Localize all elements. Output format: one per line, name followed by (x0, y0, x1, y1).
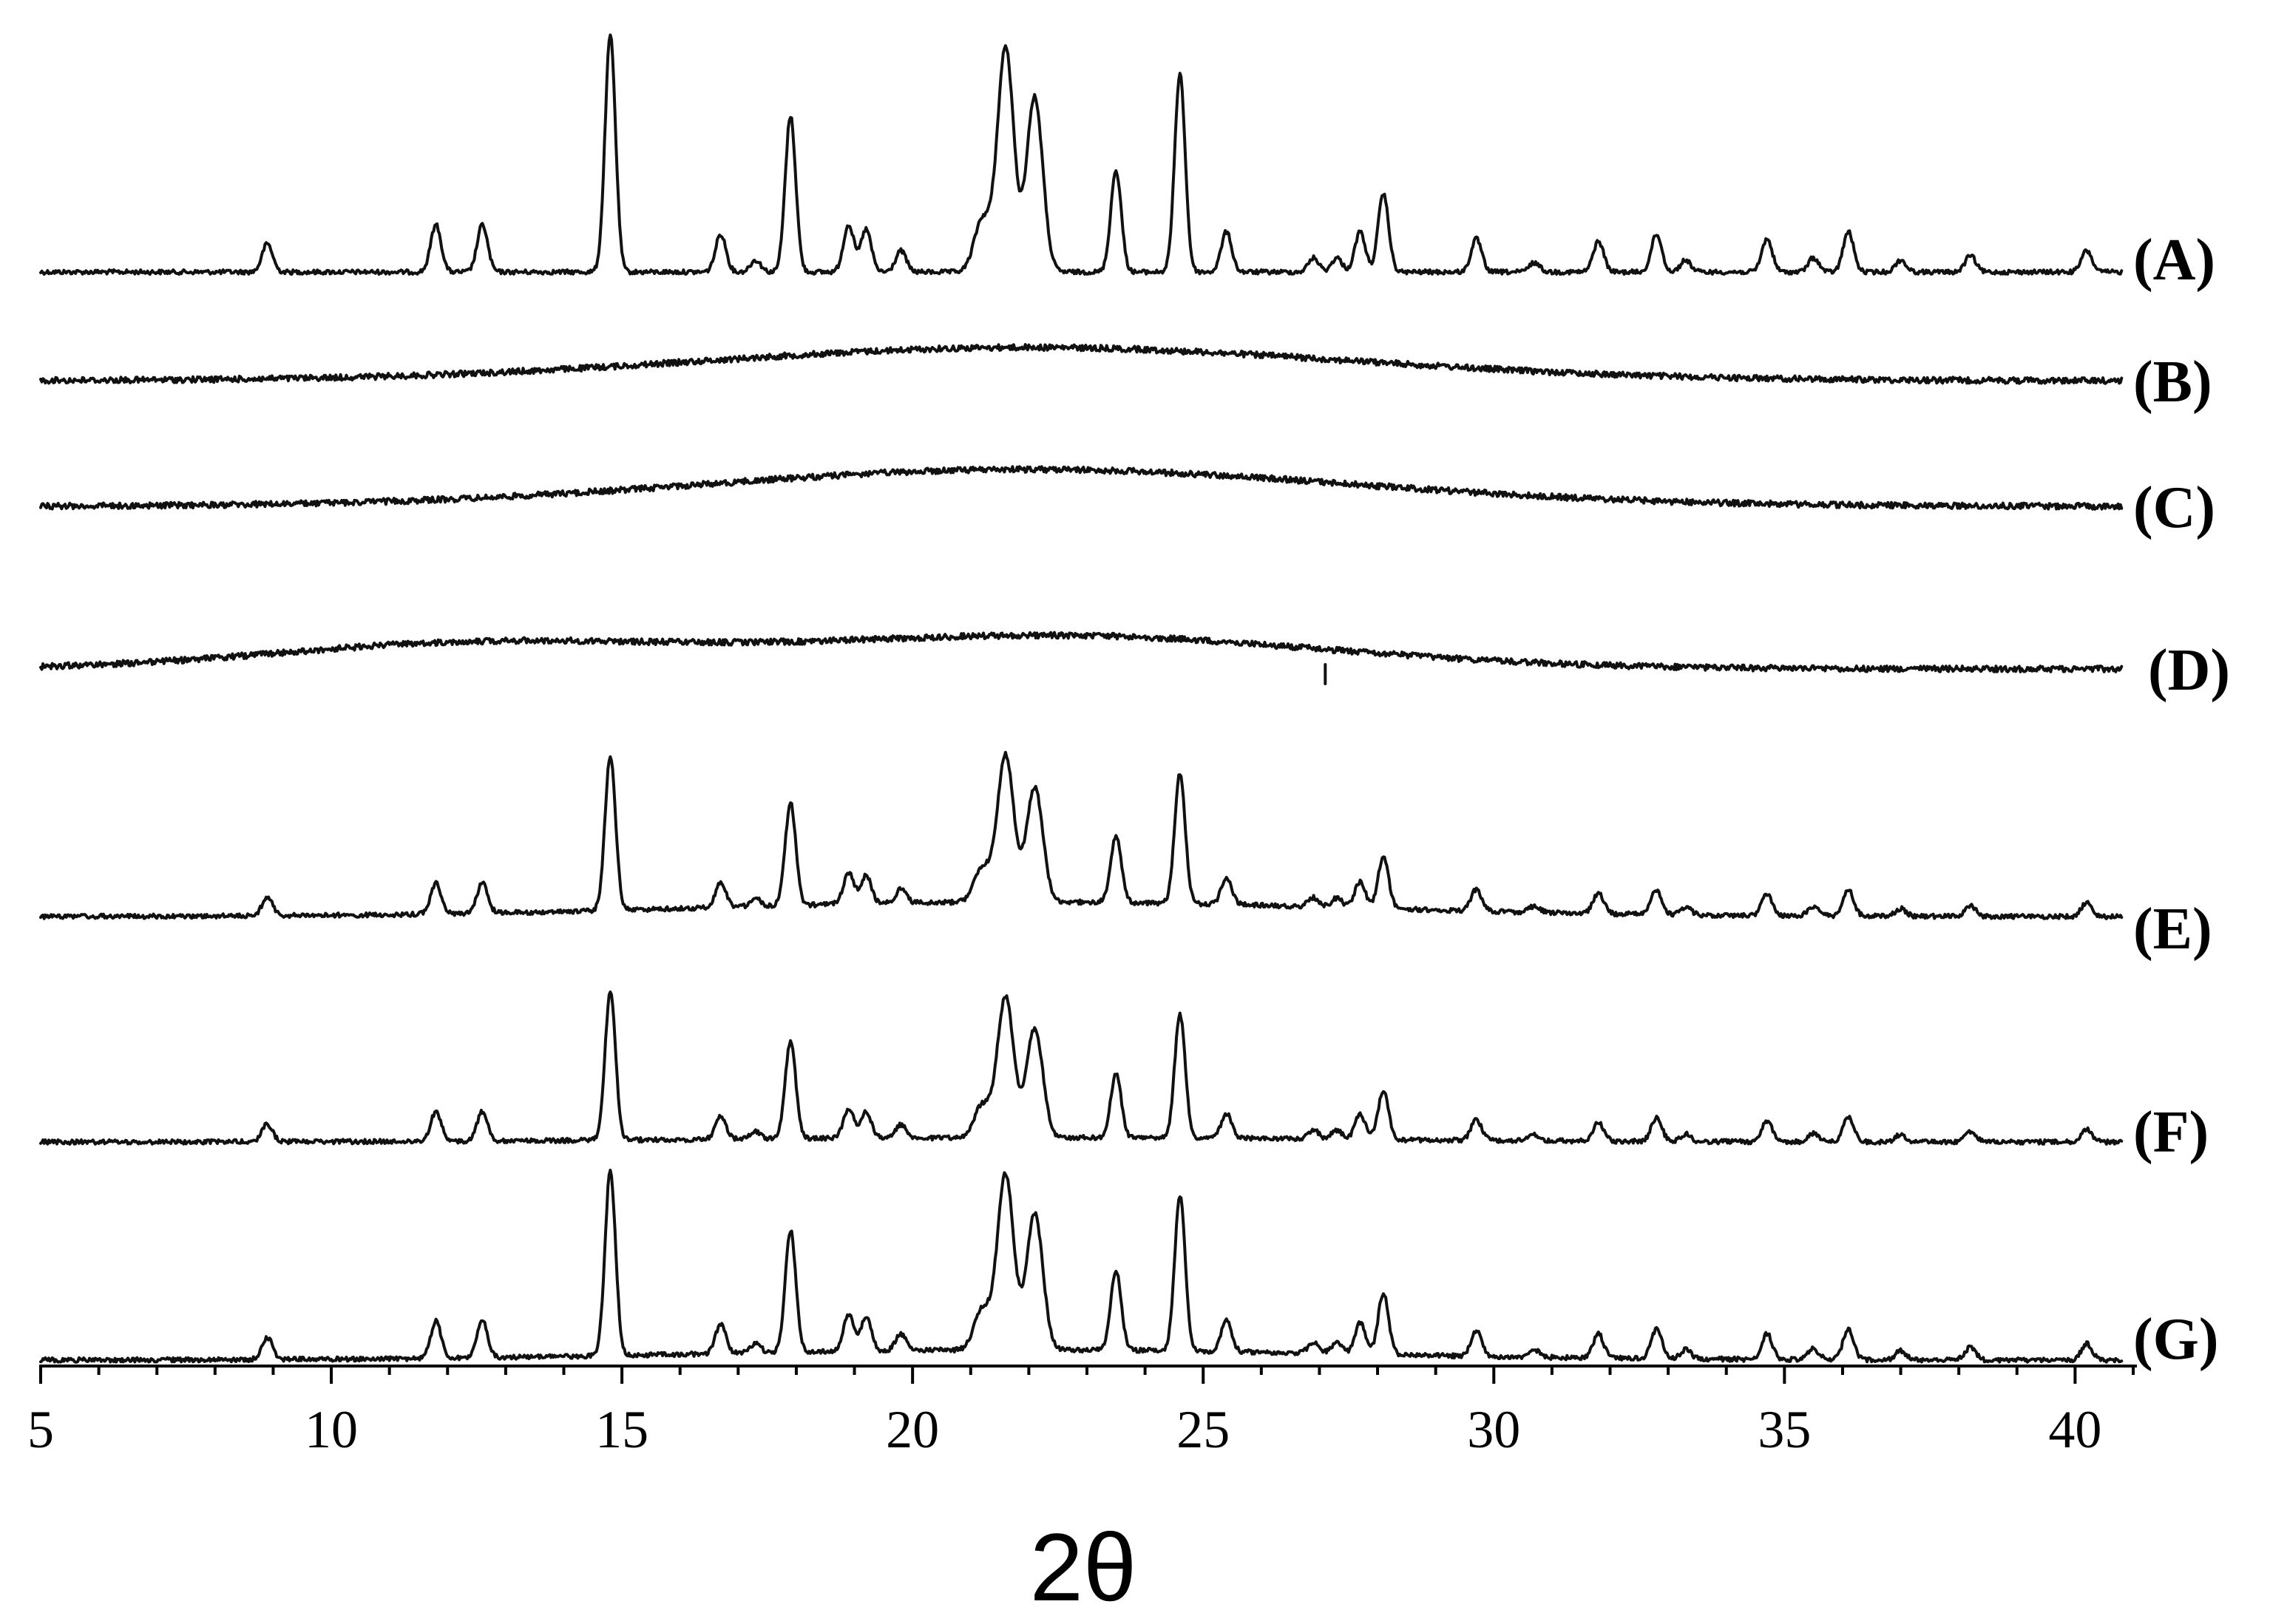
series-trace-f (39, 991, 2124, 1146)
x-tick-label: 5 (27, 1400, 54, 1459)
x-tick-label: 20 (886, 1400, 939, 1459)
x-tick-label: 40 (2048, 1400, 2101, 1459)
series-label-c: (C) (2133, 475, 2215, 540)
x-tick-label: 25 (1176, 1400, 1230, 1459)
x-ticks: 5 10 15 20 25 30 35 40 (27, 1366, 2135, 1459)
series-labels: (A) (B) (C) (D) (E) (F) (G) (2133, 228, 2230, 1372)
series-label-a: (A) (2133, 228, 2215, 293)
series-trace-c (39, 465, 2124, 511)
x-tick-label: 10 (305, 1400, 358, 1459)
series-trace-d (39, 631, 2124, 673)
x-axis: 5 10 15 20 25 30 35 40 (27, 1365, 2137, 1459)
series-label-b: (B) (2133, 350, 2212, 415)
series-label-e: (E) (2133, 897, 2212, 962)
series-trace-b (39, 343, 2124, 385)
series-label-f: (F) (2133, 1100, 2209, 1165)
series-label-d: (D) (2148, 638, 2230, 703)
series-traces (39, 33, 2124, 1364)
x-axis-title: 2θ (1030, 1513, 1137, 1621)
x-tick-label: 30 (1467, 1400, 1520, 1459)
x-tick-label: 35 (1758, 1400, 1811, 1459)
x-tick-label: 15 (595, 1400, 648, 1459)
series-trace-a (39, 33, 2124, 276)
series-label-g: (G) (2133, 1307, 2219, 1372)
series-trace-e (39, 750, 2124, 920)
series-trace-g (39, 1169, 2124, 1364)
